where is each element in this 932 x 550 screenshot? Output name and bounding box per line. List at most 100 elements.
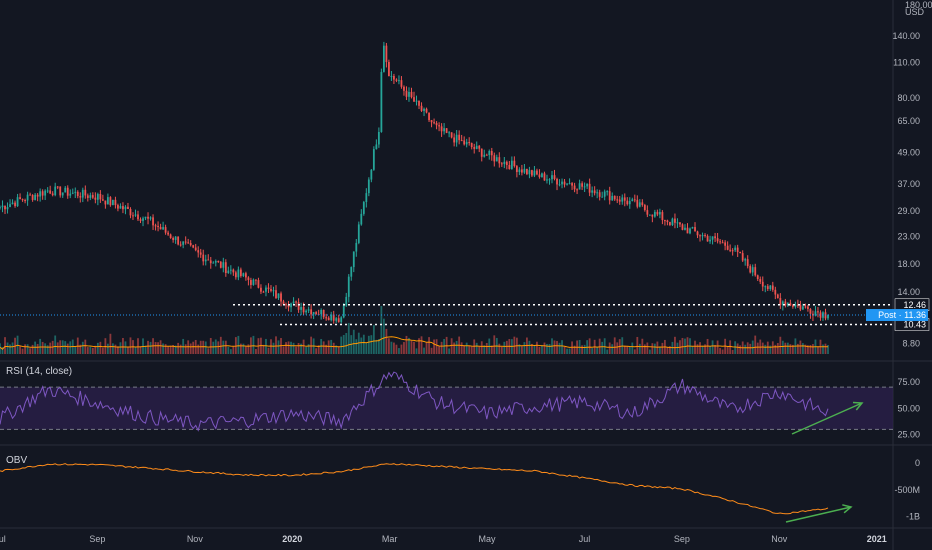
candle-body — [322, 309, 325, 318]
volume-bar — [167, 346, 170, 354]
candle-body — [106, 197, 109, 205]
volume-bar — [789, 344, 792, 354]
candle-body — [104, 200, 107, 205]
candle-body — [546, 179, 548, 181]
price-tick-label: 110.00 — [893, 58, 920, 68]
volume-bar — [367, 335, 370, 354]
candle-body — [420, 105, 423, 111]
volume-bar — [270, 339, 272, 354]
candle-body — [473, 147, 476, 149]
candle-body — [192, 245, 195, 248]
candle-body — [460, 140, 463, 142]
volume-bar — [24, 344, 26, 354]
volume-bar — [716, 340, 719, 354]
volume-bar — [305, 346, 308, 354]
volume-bar — [591, 348, 594, 354]
candle-body — [275, 290, 277, 298]
volume-bar — [518, 344, 521, 354]
candle-body — [553, 175, 556, 179]
candle-body — [789, 302, 792, 306]
candle-body — [701, 235, 704, 237]
volume-bar — [546, 343, 548, 354]
candle-body — [706, 235, 709, 242]
candle-body — [751, 267, 754, 273]
obv-panel[interactable]: 0 -500M -1B — [0, 458, 920, 522]
rsi-panel[interactable]: 75.00 50.00 25.00 — [0, 371, 920, 440]
volume-bar — [154, 342, 157, 354]
volume-bar — [114, 344, 117, 354]
candle-body — [566, 183, 568, 185]
horizontal-levels[interactable] — [0, 304, 893, 326]
volume-bar — [483, 345, 486, 354]
candle-body — [29, 194, 32, 196]
candle-body — [202, 254, 205, 262]
last-price-tag[interactable] — [866, 309, 928, 322]
candle-body — [648, 214, 651, 216]
candle-body — [646, 210, 649, 215]
volume-bar — [345, 332, 348, 354]
volume-bar — [638, 343, 641, 354]
candle-body — [307, 309, 310, 311]
volume-bar — [754, 335, 757, 354]
time-axis[interactable]: Jul Sep Nov 2020 Mar May Jul Sep Nov 2021 — [0, 534, 887, 544]
candle-body — [796, 304, 799, 306]
candle-body — [691, 227, 694, 229]
volume-bar — [558, 342, 561, 354]
candle-body — [681, 224, 684, 230]
candle-body — [395, 79, 398, 81]
candle-body — [377, 131, 380, 145]
obv-trend-arrow-head — [842, 504, 853, 514]
volume-bar — [493, 335, 496, 354]
candle-body — [152, 217, 154, 226]
candle-body — [711, 236, 714, 240]
volume-bar — [719, 348, 722, 354]
candle-body — [79, 196, 82, 198]
candle-body — [232, 269, 235, 273]
candle-body — [478, 145, 481, 149]
candle-body — [526, 168, 528, 175]
time-axis-label: Nov — [187, 534, 204, 544]
price-candles[interactable] — [0, 41, 829, 324]
time-axis-label: 2020 — [282, 534, 302, 544]
volume-bar — [49, 342, 52, 354]
obv-line[interactable] — [0, 463, 829, 515]
candle-body — [731, 250, 734, 252]
volume-bar — [468, 345, 471, 354]
volume-bar — [297, 342, 300, 354]
candle-body — [769, 285, 772, 289]
volume-bar — [631, 342, 634, 354]
rsi-line[interactable] — [0, 371, 829, 432]
volume-bar — [533, 345, 536, 354]
candle-body — [347, 276, 350, 297]
candle-body — [112, 199, 114, 206]
candle-body — [300, 307, 302, 310]
price-axis[interactable]: 140.00 110.00 80.00 65.00 49.00 37.00 29.00 23.… — [866, 31, 930, 348]
candle-body — [61, 192, 64, 196]
volume-bar — [197, 344, 200, 354]
candle-body — [423, 108, 425, 111]
volume-bar — [430, 347, 433, 354]
candle-body — [390, 75, 393, 77]
candle-body — [91, 195, 94, 198]
candle-body — [69, 193, 72, 196]
volume-bar — [606, 349, 609, 354]
candle-body — [26, 194, 29, 201]
candle-body — [453, 137, 456, 143]
candle-body — [676, 222, 679, 224]
candle-body — [661, 212, 664, 221]
volume-bar — [807, 345, 809, 354]
volume-bar — [337, 346, 340, 354]
candle-body — [500, 163, 503, 165]
candle-body — [4, 205, 6, 210]
volume-bar — [204, 341, 207, 354]
candle-body — [19, 197, 21, 200]
volume-bar — [229, 349, 232, 354]
volume-bar — [169, 345, 172, 354]
candle-body — [204, 259, 207, 262]
candle-body — [41, 191, 44, 196]
price-axis-currency: USD — [905, 7, 925, 17]
candle-body — [493, 155, 496, 162]
level-price-label: 10.43 — [903, 320, 926, 330]
candle-body — [0, 207, 1, 209]
